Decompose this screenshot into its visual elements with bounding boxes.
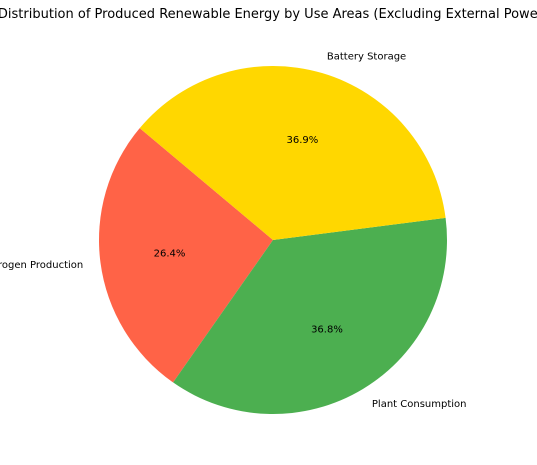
chart-title: Distribution of Produced Renewable Energ…: [0, 7, 537, 22]
slice-percent-hydrogen-production: 26.4%: [154, 249, 186, 260]
pie-slices: [99, 66, 447, 414]
slice-label-battery-storage: Battery Storage: [327, 51, 406, 62]
slice-percent-battery-storage: 36.9%: [287, 135, 319, 146]
slice-percent-plant-consumption: 36.8%: [311, 324, 343, 335]
slice-label-hydrogen-production: Hydrogen Production: [0, 260, 83, 271]
slice-label-plant-consumption: Plant Consumption: [372, 399, 467, 410]
